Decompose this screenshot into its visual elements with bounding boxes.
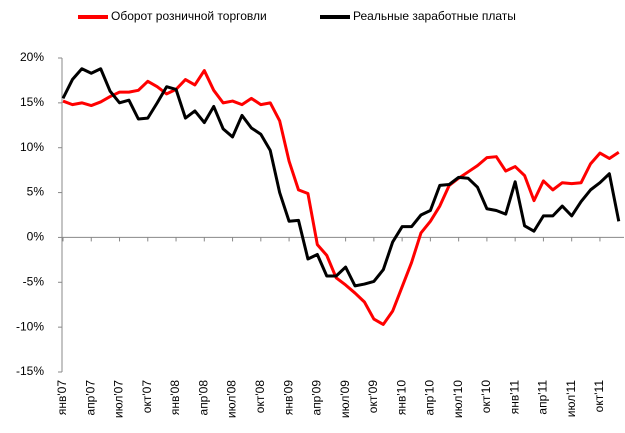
x-tick-label: янв'09 xyxy=(281,380,295,415)
x-tick-label: апр'07 xyxy=(83,380,97,416)
x-tick-label: окт'07 xyxy=(140,380,154,414)
x-tick-label: окт'08 xyxy=(253,380,267,414)
line xyxy=(61,67,621,288)
x-tick-label: апр'10 xyxy=(423,380,437,416)
x-tick-label: июл'08 xyxy=(225,380,239,418)
x-tick-label: апр'09 xyxy=(310,380,324,416)
legend-label: Реальные заработные платы xyxy=(353,9,516,23)
x-tick-label: янв'11 xyxy=(507,380,521,415)
line xyxy=(62,69,620,326)
x-tick-label: янв'10 xyxy=(394,380,408,415)
x-tick-label: июл'11 xyxy=(564,380,578,418)
y-tick-label: -5% xyxy=(23,274,45,288)
x-tick-label: окт'10 xyxy=(479,380,493,414)
y-tick-label: -10% xyxy=(16,319,44,333)
x-tick-label: апр'08 xyxy=(196,380,210,416)
x-tick-label: окт'11 xyxy=(592,380,606,413)
y-tick-label: 20% xyxy=(20,50,44,64)
y-tick-label: 0% xyxy=(27,230,45,244)
x-tick-label: июл'07 xyxy=(112,380,126,418)
y-tick-label: -15% xyxy=(16,364,44,378)
y-tick-label: 10% xyxy=(20,140,44,154)
y-tick-label: 15% xyxy=(20,95,44,109)
x-tick-label: июл'10 xyxy=(451,380,465,418)
x-tick-label: окт'09 xyxy=(366,380,380,414)
x-tick-label: апр'11 xyxy=(536,380,550,415)
y-tick-label: 5% xyxy=(27,185,45,199)
x-tick-label: янв'07 xyxy=(55,380,69,415)
legend-label: Оборот розничной торговли xyxy=(111,9,267,23)
x-tick-label: янв'08 xyxy=(168,380,182,415)
x-tick-label: июл'09 xyxy=(338,380,352,418)
